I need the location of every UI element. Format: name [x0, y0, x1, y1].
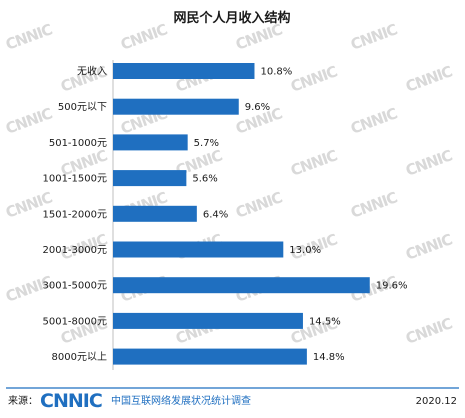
value-label: 19.6% — [376, 281, 408, 292]
category-label: 2001-3000元 — [42, 245, 107, 256]
value-label: 9.6% — [245, 102, 270, 113]
bar — [113, 63, 255, 79]
plot-area: 无收入 500元以下 501-1000元 1001-1500元 1501-2000元 20… — [42, 60, 408, 370]
bar — [113, 205, 197, 222]
category-labels: 无收入 500元以下 501-1000元 1001-1500元 1501-2000元 20… — [42, 65, 107, 364]
category-label: 无收入 — [77, 65, 107, 78]
category-label: 501-1000元 — [49, 138, 107, 149]
watermark-text: CNNIC — [118, 20, 170, 54]
org-name: 中国互联网络发展状况统计调查 — [111, 394, 251, 407]
watermark-text: CNNIC — [403, 314, 455, 348]
value-label: 5.6% — [192, 174, 217, 185]
watermark-text: CNNIC — [233, 188, 285, 222]
bar — [113, 98, 239, 115]
cnnic-logo: CNNIC — [40, 390, 102, 412]
footer: 来源： CNNIC 中国互联网络发展状况统计调查 2020.12 — [8, 390, 457, 412]
bar — [113, 241, 284, 258]
value-label: 10.8% — [260, 67, 292, 78]
bar — [113, 134, 188, 151]
watermark-text: CNNIC — [403, 62, 455, 96]
watermark-text: CNNIC — [3, 20, 55, 54]
category-label: 500元以下 — [58, 102, 107, 113]
bar — [113, 277, 370, 294]
bar — [113, 170, 187, 187]
category-label: 8000元以上 — [52, 351, 107, 363]
chart-title: 网民个人月收入结构 — [173, 10, 290, 26]
bar-group — [113, 63, 370, 365]
category-label: 3001-5000元 — [42, 281, 107, 292]
value-labels: 10.8% 9.6% 5.7% 5.6% 6.4% 13.0% 19.6% 14.5% 14.8… — [192, 67, 407, 364]
value-label: 14.8% — [313, 352, 345, 363]
bar — [113, 348, 307, 365]
watermark-text: CNNIC — [3, 104, 55, 138]
category-label: 1501-2000元 — [42, 209, 107, 220]
category-label: 1001-1500元 — [42, 174, 107, 185]
watermark-text: CNNIC — [403, 230, 455, 264]
watermark-text: CNNIC — [348, 20, 400, 54]
source-label: 来源： — [8, 394, 38, 407]
value-label: 6.4% — [203, 209, 228, 220]
footer-date: 2020.12 — [416, 396, 457, 407]
watermark-text: CNNIC — [403, 146, 455, 180]
value-label: 13.0% — [289, 245, 321, 256]
watermark-text: CNNIC — [348, 104, 400, 138]
watermark-text: CNNIC — [348, 188, 400, 222]
category-label: 5001-8000元 — [42, 316, 107, 327]
watermark-text: CNNIC — [288, 62, 340, 96]
bar — [113, 312, 303, 329]
value-label: 14.5% — [309, 316, 341, 327]
value-label: 5.7% — [194, 138, 219, 149]
watermark-text: CNNIC — [288, 146, 340, 180]
